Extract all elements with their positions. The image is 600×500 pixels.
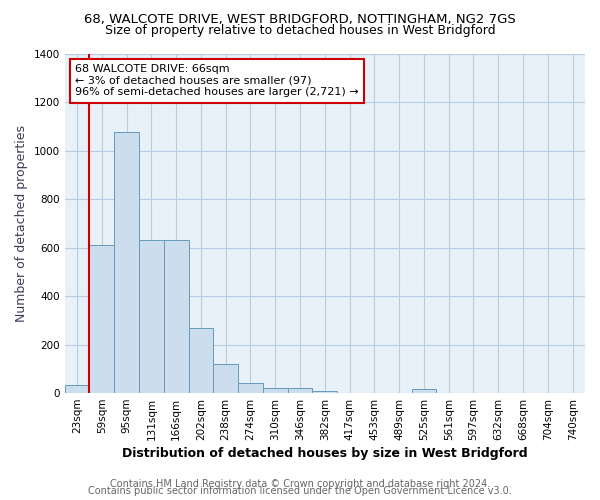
Bar: [89, 246, 114, 393]
Bar: [188, 328, 214, 393]
Text: Size of property relative to detached houses in West Bridgford: Size of property relative to detached ho…: [104, 24, 496, 37]
Bar: [65, 384, 89, 393]
X-axis label: Distribution of detached houses by size in West Bridgford: Distribution of detached houses by size …: [122, 447, 527, 460]
Bar: [263, 388, 287, 393]
Text: Contains public sector information licensed under the Open Government Licence v3: Contains public sector information licen…: [88, 486, 512, 496]
Y-axis label: Number of detached properties: Number of detached properties: [15, 125, 28, 322]
Bar: [287, 388, 313, 393]
Bar: [114, 132, 139, 393]
Bar: [164, 240, 188, 393]
Text: Contains HM Land Registry data © Crown copyright and database right 2024.: Contains HM Land Registry data © Crown c…: [110, 479, 490, 489]
Bar: [313, 390, 337, 393]
Bar: [238, 384, 263, 393]
Bar: [139, 240, 164, 393]
Text: 68, WALCOTE DRIVE, WEST BRIDGFORD, NOTTINGHAM, NG2 7GS: 68, WALCOTE DRIVE, WEST BRIDGFORD, NOTTI…: [84, 12, 516, 26]
Bar: [412, 390, 436, 393]
Text: 68 WALCOTE DRIVE: 66sqm
← 3% of detached houses are smaller (97)
96% of semi-det: 68 WALCOTE DRIVE: 66sqm ← 3% of detached…: [75, 64, 359, 98]
Bar: [214, 364, 238, 393]
